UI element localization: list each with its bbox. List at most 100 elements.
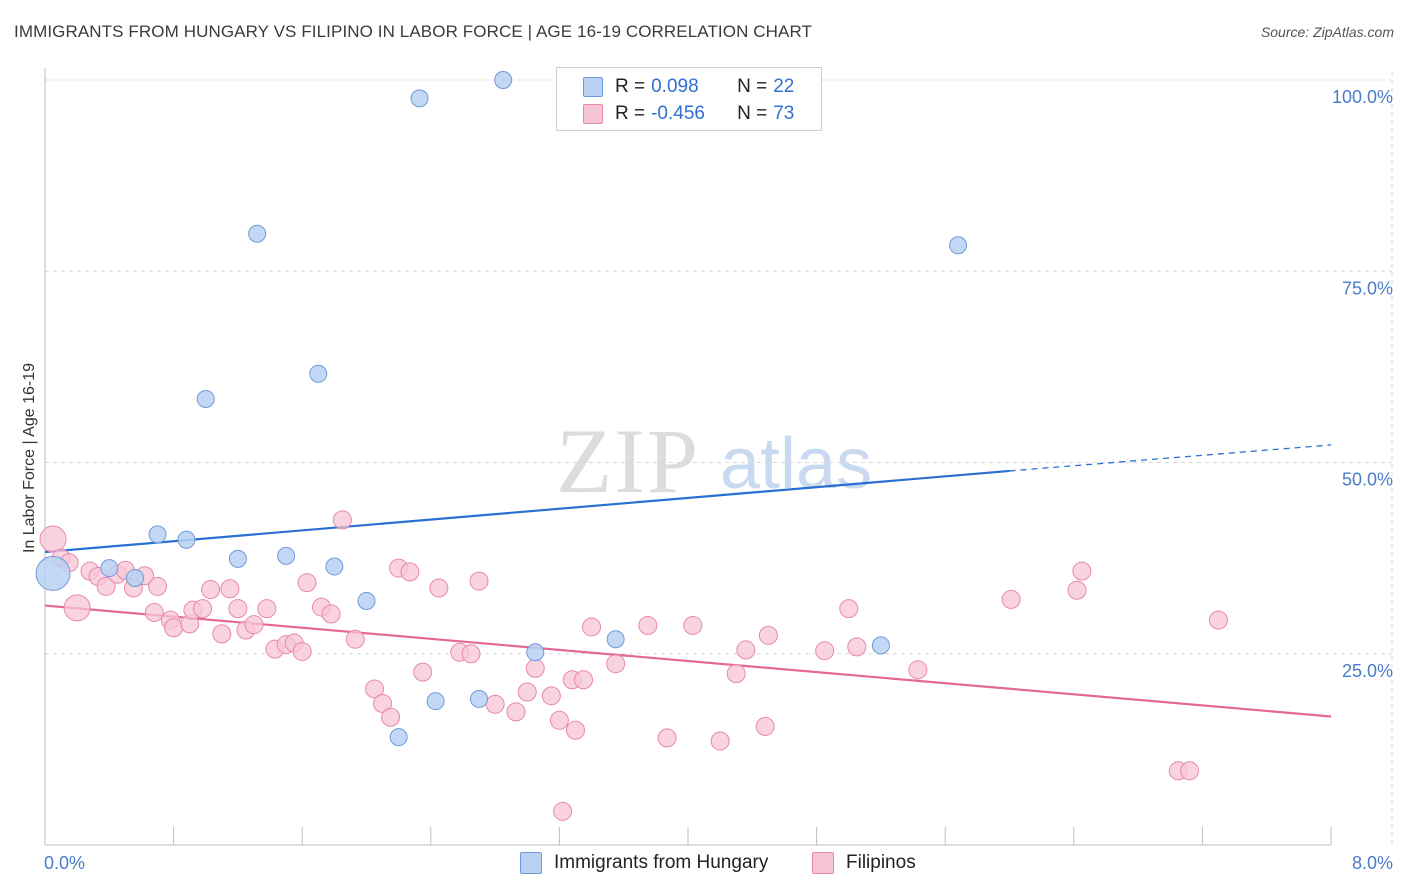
y-tick-label: 75.0% — [1342, 278, 1393, 298]
data-point-filipinos — [297, 573, 317, 593]
legend-r-value: -0.456 — [651, 103, 705, 124]
data-point-filipinos — [193, 599, 213, 619]
data-point-filipinos — [164, 618, 184, 638]
chart-title: IMMIGRANTS FROM HUNGARY VS FILIPINO IN L… — [14, 22, 813, 41]
legend-n-value: 73 — [773, 103, 795, 124]
data-point-filipinos — [148, 576, 168, 596]
data-point-filipinos — [517, 682, 537, 702]
data-point-filipinos — [541, 686, 561, 706]
data-point-filipinos — [815, 641, 835, 661]
data-point-filipinos — [365, 679, 385, 699]
data-points — [35, 71, 1228, 821]
legend: R = 0.098 N = 22 R = -0.456 N = 73 — [556, 67, 822, 131]
data-point-filipinos — [321, 604, 341, 624]
data-point-filipinos — [228, 599, 248, 619]
data-point-filipinos — [710, 731, 730, 751]
data-point-filipinos — [39, 525, 67, 553]
data-point-filipinos — [839, 599, 859, 619]
data-point-filipinos — [429, 578, 449, 598]
data-point-hungary — [526, 643, 545, 662]
data-point-filipinos — [847, 637, 867, 657]
tick-labels: 100.0% 75.0% 50.0% 25.0% 0.0% 8.0% — [44, 87, 1393, 873]
data-point-filipinos — [485, 694, 505, 714]
data-point-filipinos — [574, 670, 594, 690]
data-point-filipinos — [606, 654, 626, 674]
data-point-hungary — [494, 71, 513, 89]
data-point-filipinos — [1067, 580, 1087, 600]
bottom-legend-swatch-pink — [812, 852, 834, 874]
source-label: Source: ZipAtlas.com — [1260, 24, 1394, 40]
data-point-filipinos — [549, 710, 569, 730]
bottom-legend: Immigrants from Hungary Filipinos — [0, 852, 1406, 878]
bottom-legend-swatch-blue — [520, 852, 542, 874]
data-point-filipinos — [1072, 561, 1092, 581]
data-point-filipinos — [244, 615, 264, 635]
data-point-hungary — [100, 559, 119, 578]
data-point-filipinos — [683, 615, 703, 635]
data-point-filipinos — [381, 707, 401, 727]
legend-r-value: 0.098 — [651, 76, 699, 97]
y-tick-label: 50.0% — [1342, 470, 1393, 490]
data-point-hungary — [470, 689, 489, 708]
data-point-filipinos — [400, 562, 420, 582]
data-point-filipinos — [1001, 589, 1021, 609]
data-point-filipinos — [726, 664, 746, 684]
bottom-legend-label: Immigrants from Hungary — [554, 852, 769, 873]
data-point-filipinos — [461, 644, 481, 664]
y-tick-label: 25.0% — [1342, 661, 1393, 681]
data-point-hungary — [389, 728, 408, 747]
watermark-atlas: atlas — [720, 424, 872, 504]
data-point-filipinos — [1180, 761, 1200, 781]
trend-line-hungary-extension — [1009, 444, 1332, 472]
data-point-filipinos — [292, 641, 312, 661]
data-point-filipinos — [657, 728, 677, 748]
legend-swatch-blue — [583, 77, 603, 97]
legend-row-hungary: R = 0.098 N = 22 — [583, 74, 794, 100]
x-tick-label: 8.0% — [1352, 853, 1393, 873]
data-point-filipinos — [565, 720, 585, 740]
data-point-hungary — [35, 555, 71, 591]
data-point-hungary — [325, 557, 344, 576]
trend-line-hungary — [44, 469, 1010, 554]
watermark-zip: ZIP — [556, 410, 700, 512]
data-point-hungary — [309, 364, 328, 383]
legend-n-value: 22 — [773, 76, 795, 97]
data-point-hungary — [148, 525, 167, 544]
data-point-filipinos — [96, 576, 116, 596]
legend-r-label: R = — [615, 103, 646, 124]
data-point-filipinos — [582, 617, 602, 637]
data-point-filipinos — [758, 625, 778, 645]
data-point-filipinos — [736, 640, 756, 660]
bottom-legend-hungary: Immigrants from Hungary — [520, 852, 768, 874]
data-point-hungary — [228, 549, 247, 568]
y-axis-label: In Labor Force | Age 16-19 — [21, 363, 38, 553]
data-point-filipinos — [908, 660, 928, 680]
legend-n-label: N = — [737, 76, 768, 97]
data-point-filipinos — [220, 579, 240, 599]
watermark: ZIP atlas — [556, 410, 872, 512]
bottom-legend-filipinos: Filipinos — [812, 852, 916, 874]
data-point-hungary — [357, 591, 376, 610]
data-point-hungary — [606, 630, 625, 649]
data-point-filipinos — [553, 801, 573, 821]
axes — [44, 68, 1332, 846]
data-point-hungary — [277, 546, 296, 565]
data-point-filipinos — [201, 579, 221, 599]
data-point-filipinos — [506, 702, 526, 722]
data-point-filipinos — [469, 571, 489, 591]
legend-swatch-pink — [583, 104, 603, 124]
data-point-filipinos — [1208, 610, 1228, 630]
data-point-filipinos — [345, 629, 365, 649]
data-point-filipinos — [212, 624, 232, 644]
data-point-hungary — [871, 636, 890, 655]
data-point-hungary — [426, 692, 445, 711]
data-point-filipinos — [413, 662, 433, 682]
bottom-legend-label: Filipinos — [846, 852, 916, 873]
data-point-filipinos — [144, 602, 164, 622]
data-point-filipinos — [63, 594, 91, 622]
data-point-hungary — [410, 89, 429, 108]
data-point-hungary — [126, 569, 145, 588]
data-point-filipinos — [755, 716, 775, 736]
legend-row-filipinos: R = -0.456 N = 73 — [583, 101, 794, 127]
